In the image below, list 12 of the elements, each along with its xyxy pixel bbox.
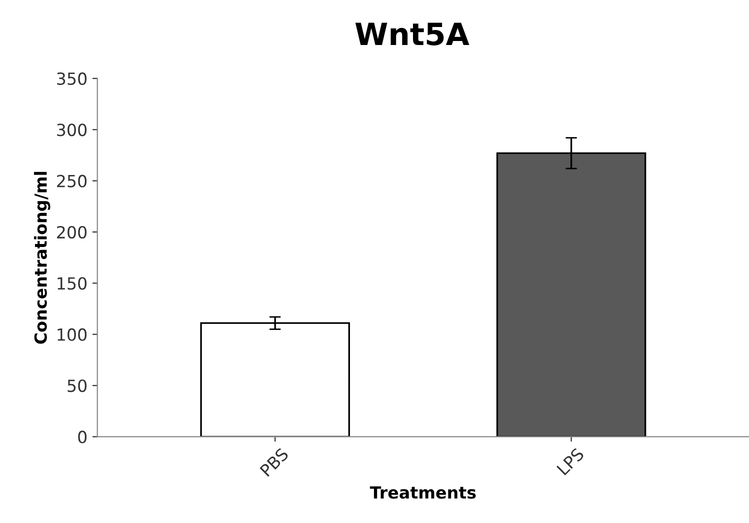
- x-axis-title: Treatments: [370, 486, 476, 499]
- chart-title: Wnt5A: [355, 22, 470, 46]
- y-tick-label: 0: [78, 430, 87, 444]
- y-tick-label: 150: [58, 277, 87, 290]
- y-axis-title: Concentrationg/ml: [34, 172, 50, 344]
- y-tick-label: 300: [57, 124, 87, 136]
- y-tick-label: 250: [57, 174, 87, 188]
- y-tick-label: 350: [57, 72, 87, 86]
- y-tick-label: 100: [58, 328, 87, 341]
- y-tick-label: 200: [57, 226, 87, 239]
- x-tick-label: LPS: [556, 447, 585, 476]
- y-tick-label: 50: [68, 379, 87, 392]
